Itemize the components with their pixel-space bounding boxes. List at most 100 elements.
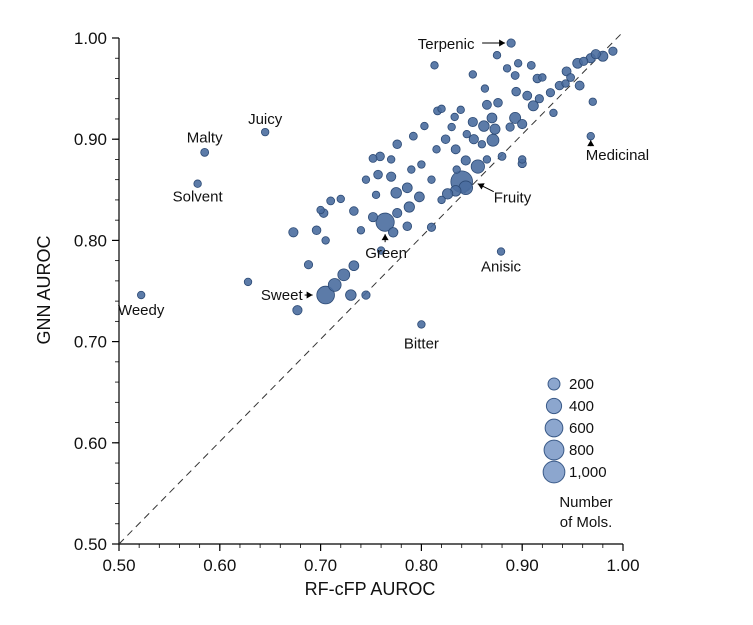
data-point xyxy=(579,56,589,66)
data-point xyxy=(292,305,303,316)
data-point xyxy=(327,278,342,292)
data-point xyxy=(407,165,416,174)
data-point xyxy=(505,122,515,132)
data-point xyxy=(590,49,601,60)
data-point xyxy=(375,212,395,232)
data-point xyxy=(348,260,360,272)
data-point xyxy=(478,120,490,132)
data-point xyxy=(460,155,471,166)
data-point xyxy=(470,159,485,174)
axes: 0.50 0.60 0.70 0.80 0.90 1.00 0.50 0.60 0.70 0.80… xyxy=(74,29,640,575)
x-tick-label: 0.50 xyxy=(102,556,135,575)
legend-circle-200 xyxy=(547,377,561,391)
data-point xyxy=(452,165,461,174)
data-point xyxy=(447,122,456,132)
annotation-malty: Malty xyxy=(187,129,223,146)
data-point xyxy=(486,112,498,124)
data-point xyxy=(468,134,479,145)
data-point xyxy=(371,190,381,200)
data-point xyxy=(243,277,253,287)
y-tick-label: 0.50 xyxy=(74,535,107,554)
x-tick-label: 0.80 xyxy=(405,556,438,575)
data-point xyxy=(361,175,371,184)
data-point xyxy=(345,289,357,301)
annotation-medicinal: Medicinal xyxy=(586,147,649,164)
annotation-arrowhead-sweet xyxy=(306,291,313,299)
data-point xyxy=(392,208,403,219)
data-point xyxy=(450,144,461,155)
annotations: Terpenic Juicy Malty Solvent Medicinal Fruity… xyxy=(118,36,649,352)
data-point xyxy=(492,51,502,60)
data-point xyxy=(545,88,555,98)
data-point xyxy=(522,90,533,101)
annotation-arrowhead-medicinal xyxy=(587,140,595,147)
data-point xyxy=(386,155,396,164)
data-point xyxy=(387,227,399,238)
data-point xyxy=(303,260,314,270)
legend-circle-600 xyxy=(544,418,564,438)
data-point xyxy=(513,59,523,68)
data-point xyxy=(493,98,503,108)
data-point xyxy=(430,61,439,70)
data-point xyxy=(502,64,512,73)
data-point xyxy=(401,182,413,194)
data-point xyxy=(311,225,322,236)
data-point xyxy=(486,133,500,147)
data-point xyxy=(462,129,471,139)
y-tick-label: 0.70 xyxy=(74,333,107,352)
data-point xyxy=(561,79,570,88)
legend-circle-1000 xyxy=(542,460,566,484)
x-tick-label: 0.60 xyxy=(203,556,236,575)
data-point xyxy=(373,169,383,180)
y-tick-label: 0.90 xyxy=(74,130,107,149)
annotation-arrowhead-green xyxy=(381,234,389,241)
data-point xyxy=(326,196,336,206)
data-point xyxy=(450,112,459,122)
data-point xyxy=(200,147,210,157)
annotation-anisic: Anisic xyxy=(481,259,522,276)
data-point xyxy=(337,268,351,282)
x-tick-label: 0.90 xyxy=(506,556,539,575)
data-point xyxy=(427,175,436,184)
data-point xyxy=(392,139,402,150)
data-point xyxy=(608,46,618,56)
data-point xyxy=(574,80,585,91)
data-point xyxy=(566,73,575,82)
annotation-arrowhead-fruity xyxy=(477,183,485,190)
annotation-arrowhead-terpenic xyxy=(499,39,506,47)
data-point xyxy=(414,191,425,203)
annotation-bitter: Bitter xyxy=(404,335,439,352)
annotation-sweet: Sweet xyxy=(261,287,304,304)
data-point xyxy=(316,205,325,215)
data-point xyxy=(480,84,490,93)
data-point xyxy=(376,246,386,255)
data-point xyxy=(510,71,520,80)
y-tick-label: 0.60 xyxy=(74,434,107,453)
data-point xyxy=(518,155,527,164)
annotation-juicy: Juicy xyxy=(248,111,283,128)
data-point xyxy=(482,155,492,164)
data-point xyxy=(509,112,522,124)
data-point xyxy=(260,127,270,137)
data-point xyxy=(336,194,345,204)
data-point xyxy=(368,154,378,163)
data-point xyxy=(321,236,330,245)
legend-title-line: Number xyxy=(559,494,612,511)
data-point xyxy=(316,285,335,305)
data-point xyxy=(137,290,146,300)
data-point xyxy=(349,206,359,216)
data-point xyxy=(468,70,477,79)
data-point xyxy=(386,171,397,182)
legend-circle-400 xyxy=(545,397,563,415)
data-point xyxy=(403,201,415,213)
data-point xyxy=(426,222,437,232)
data-point xyxy=(420,121,429,131)
annotation-terpenic: Terpenic xyxy=(418,36,475,53)
data-point xyxy=(440,134,451,144)
data-point xyxy=(361,290,371,300)
legend-label: 600 xyxy=(569,420,594,437)
x-axis-title: RF-cFP AUROC xyxy=(305,579,436,599)
annotation-solvent: Solvent xyxy=(173,189,224,206)
data-point xyxy=(467,116,478,128)
data-point xyxy=(482,99,492,110)
